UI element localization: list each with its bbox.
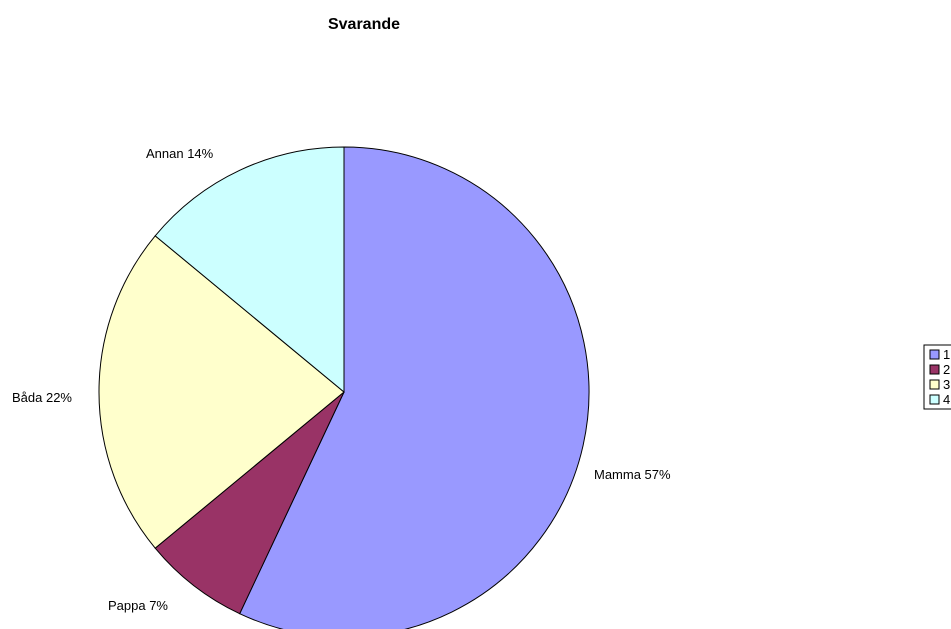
legend-swatch-3 (929, 379, 940, 390)
legend-label-4: 4 (943, 392, 950, 407)
pie-slice-mamma (239, 146, 590, 629)
legend-label-3: 3 (943, 377, 950, 392)
legend-swatch-2 (929, 364, 940, 375)
slice-label-annan: Annan 14% (146, 146, 214, 161)
legend-swatch-1 (929, 349, 940, 360)
legend-label-2: 2 (943, 362, 950, 377)
slice-label-båda: Båda 22% (12, 390, 72, 405)
slice-label-mamma: Mamma 57% (594, 467, 671, 482)
chart-title: Svarande (328, 16, 400, 33)
pie-slice-pappa (154, 391, 345, 615)
pie-slice-båda (98, 235, 345, 549)
pie-slice-annan (154, 146, 345, 394)
slice-label-pappa: Pappa 7% (108, 598, 168, 613)
legend-label-1: 1 (943, 347, 950, 362)
pie-slices (98, 146, 590, 629)
legend-swatch-4 (929, 394, 940, 405)
pie-slice-labels: Mamma 57% Pappa 7% Båda 22% Annan 14% (12, 146, 671, 613)
